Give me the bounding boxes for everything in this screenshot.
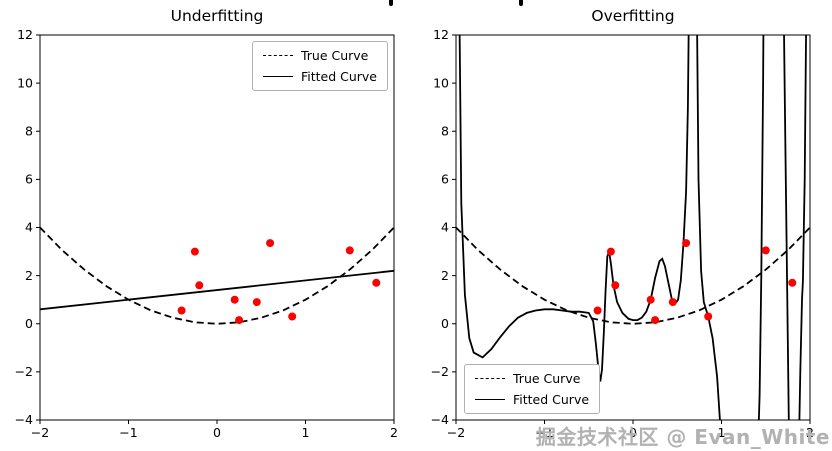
y-tick-label: 0 (441, 316, 449, 331)
data-point (195, 281, 204, 290)
x-tick-label: −2 (31, 425, 49, 440)
watermark: 掘金技术社区 @ Evan_White (535, 425, 830, 449)
data-point (345, 246, 354, 255)
cropped-suptitle-fragment (519, 0, 523, 6)
y-tick-label: 2 (441, 268, 449, 283)
plot-title-underfitting: Underfitting (170, 7, 264, 25)
data-point (682, 239, 691, 248)
y-tick-label: 10 (433, 75, 449, 90)
legend-entry-fitted-curve: Fitted Curve (475, 392, 589, 407)
legend-entry-true-curve: True Curve (475, 371, 589, 386)
y-tick-label: 8 (25, 123, 33, 138)
data-point (235, 316, 244, 325)
data-point (252, 298, 261, 307)
y-tick-label: 4 (25, 220, 33, 235)
cropped-suptitle-fragment (389, 0, 393, 6)
y-tick-label: 2 (25, 268, 33, 283)
plot-title-overfitting: Overfitting (591, 7, 675, 25)
fitted-curve (40, 269, 394, 311)
y-tick-label: −4 (431, 412, 449, 427)
x-tick-label: 0 (213, 425, 221, 440)
true-curve (40, 226, 394, 325)
y-tick-label: 4 (441, 220, 449, 235)
legend-label: True Curve (513, 371, 581, 386)
x-tick-label: −1 (535, 425, 553, 440)
legend-entry-true-curve: True Curve (262, 48, 377, 63)
y-tick-label: 6 (25, 172, 33, 187)
dashed-line-sample-icon (475, 378, 505, 379)
y-tick-label: 6 (441, 172, 449, 187)
axes-frame (455, 34, 811, 421)
true-curve (456, 226, 810, 325)
data-point (788, 278, 797, 287)
data-point (266, 239, 275, 248)
x-tick-label: −2 (447, 425, 465, 440)
data-point (190, 247, 199, 256)
legend-entry-fitted-curve: Fitted Curve (262, 69, 377, 84)
x-tick-label: 1 (302, 425, 310, 440)
y-tick-label: 10 (17, 75, 33, 90)
y-tick-label: 12 (433, 27, 449, 42)
axes-frame (39, 34, 395, 421)
x-tick-label: 2 (390, 425, 398, 440)
data-point (651, 316, 660, 325)
subplot-overfitting: Overfitting −4 −2 0 2 4 6 8 10 12 −2 −1 0 1 2 True Cu… (416, 0, 832, 451)
subplot-underfitting: Underfitting −4 −2 0 2 4 6 8 10 12 −2 −1 0 1 2 True C… (15, 7, 398, 440)
y-tick-label: −2 (431, 364, 449, 379)
data-point (372, 278, 381, 287)
legend-label: Fitted Curve (513, 392, 590, 407)
data-point (761, 246, 770, 255)
legend-label: True Curve (300, 48, 369, 63)
data-point (177, 306, 186, 315)
y-tick-label: 8 (441, 123, 449, 138)
y-tick-label: −4 (15, 412, 33, 427)
y-tick-label: 0 (25, 316, 33, 331)
data-point (611, 281, 620, 290)
data-point (668, 298, 677, 307)
solid-line-sample-icon (475, 399, 505, 400)
y-tick-label: −2 (15, 364, 33, 379)
data-point (593, 306, 602, 315)
data-point (230, 295, 239, 304)
data-point (646, 295, 655, 304)
solid-line-sample-icon (262, 76, 293, 77)
data-point (288, 312, 297, 321)
data-point (704, 312, 713, 321)
legend-label: Fitted Curve (300, 69, 377, 84)
legend: True Curve Fitted Curve (251, 41, 388, 91)
x-tick-label: 1 (718, 425, 726, 440)
y-tick-label: 12 (17, 27, 33, 42)
x-tick-label: 2 (806, 425, 814, 440)
x-tick-label: 0 (629, 425, 637, 440)
legend: True Curve Fitted Curve (464, 364, 601, 414)
x-tick-label: −1 (119, 425, 137, 440)
dashed-line-sample-icon (262, 55, 293, 56)
data-point (606, 247, 615, 256)
